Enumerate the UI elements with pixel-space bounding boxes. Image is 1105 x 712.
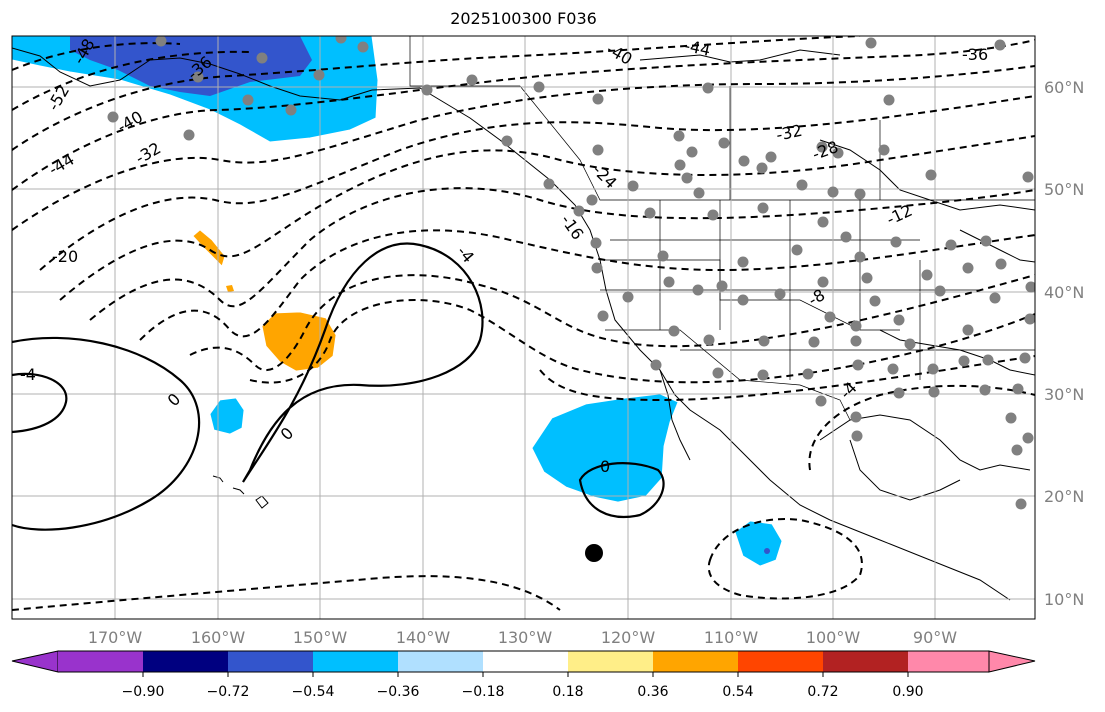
contour-label: -4 (20, 365, 36, 384)
negative-contours (12, 36, 1035, 611)
political-borders (409, 36, 1035, 421)
zero-contours (12, 242, 665, 531)
longitude-labels: 170°W 160°W 150°W 140°W 130°W 120°W 110°… (88, 628, 957, 647)
shaded-region-mexico-blue (734, 520, 783, 567)
colorbar-tick: 0.18 (552, 684, 583, 700)
lon-label: 100°W (806, 628, 861, 647)
colorbar: −0.90 −0.72 −0.54 −0.36 −0.18 0.18 0.36 … (11, 650, 1036, 700)
colorbar-segment (908, 651, 989, 672)
contour-labels: -52 -48 -44 -40 -36 -32 -44 -40 -36 -32 … (20, 35, 988, 476)
contour-label: 0 (277, 423, 298, 444)
colorbar-segment (143, 651, 229, 672)
colorbar-segment (228, 651, 314, 672)
colorbar-tick: 0.90 (892, 684, 923, 700)
colorbar-tick: 0.72 (807, 684, 838, 700)
shaded-region-mexico-core (764, 548, 770, 554)
lat-label: 10°N (1044, 590, 1084, 609)
latitude-labels: 60°N 50°N 40°N 30°N 20°N 10°N (1044, 78, 1084, 609)
contour-label: -4 (836, 378, 861, 403)
colorbar-tick: 0.36 (637, 684, 668, 700)
lon-label: 110°W (704, 628, 759, 647)
colorbar-segment (823, 651, 909, 672)
storm-center-marker (585, 544, 603, 562)
lon-label: 150°W (293, 628, 348, 647)
shaded-region-alaska-core (70, 36, 312, 96)
colorbar-extend-low (11, 650, 59, 673)
contour-label: -32 (774, 121, 804, 145)
colorbar-segment (483, 651, 569, 672)
station-dots (107, 36, 1035, 510)
lat-label: 60°N (1044, 78, 1084, 97)
contour-label: -40 (603, 39, 635, 69)
lat-label: 40°N (1044, 283, 1084, 302)
lat-label: 20°N (1044, 487, 1084, 506)
contour-label: -32 (132, 138, 164, 168)
chart-title: 2025100300 F036 (450, 9, 597, 28)
map-gridlines (12, 36, 1035, 619)
lon-label: 130°W (498, 628, 553, 647)
colorbar-segment (653, 651, 739, 672)
colorbar-tick: −0.54 (292, 684, 335, 700)
colorbar-segment (738, 651, 824, 672)
lon-label: 120°W (601, 628, 656, 647)
colorbar-segment (398, 651, 484, 672)
colorbar-tick: −0.36 (377, 684, 420, 700)
colorbar-tick: −0.18 (462, 684, 505, 700)
shaded-region-orange-small (226, 285, 234, 292)
contour-label: -44 (45, 150, 77, 180)
lon-label: 160°W (191, 628, 246, 647)
colorbar-segment (313, 651, 399, 672)
colorbar-extend-high (988, 650, 1036, 673)
contour-label: -28 (810, 137, 841, 164)
shaded-region-blue-small (209, 397, 245, 435)
contour-label: -16 (557, 211, 588, 243)
lon-label: 90°W (913, 628, 957, 647)
contour-label: 0 (600, 457, 610, 476)
shaded-region-baja-blue (531, 393, 679, 503)
colorbar-segment (58, 651, 144, 672)
shaded-region-orange-main (261, 311, 337, 372)
colorbar-tick: 0.54 (722, 684, 753, 700)
map-frame (11, 35, 1036, 620)
contour-label: -36 (962, 45, 988, 64)
contour-label: -20 (52, 247, 78, 266)
lat-label: 50°N (1044, 180, 1084, 199)
colorbar-segment (568, 651, 654, 672)
lon-label: 170°W (88, 628, 143, 647)
colorbar-tick: −0.72 (207, 684, 250, 700)
lat-label: 30°N (1044, 385, 1084, 404)
contour-label: -8 (805, 285, 828, 309)
contour-label: 0 (164, 389, 185, 410)
colorbar-tick: −0.90 (122, 684, 165, 700)
coastlines (12, 47, 1035, 601)
lon-label: 140°W (396, 628, 451, 647)
shaded-region-orange-north (192, 229, 226, 267)
